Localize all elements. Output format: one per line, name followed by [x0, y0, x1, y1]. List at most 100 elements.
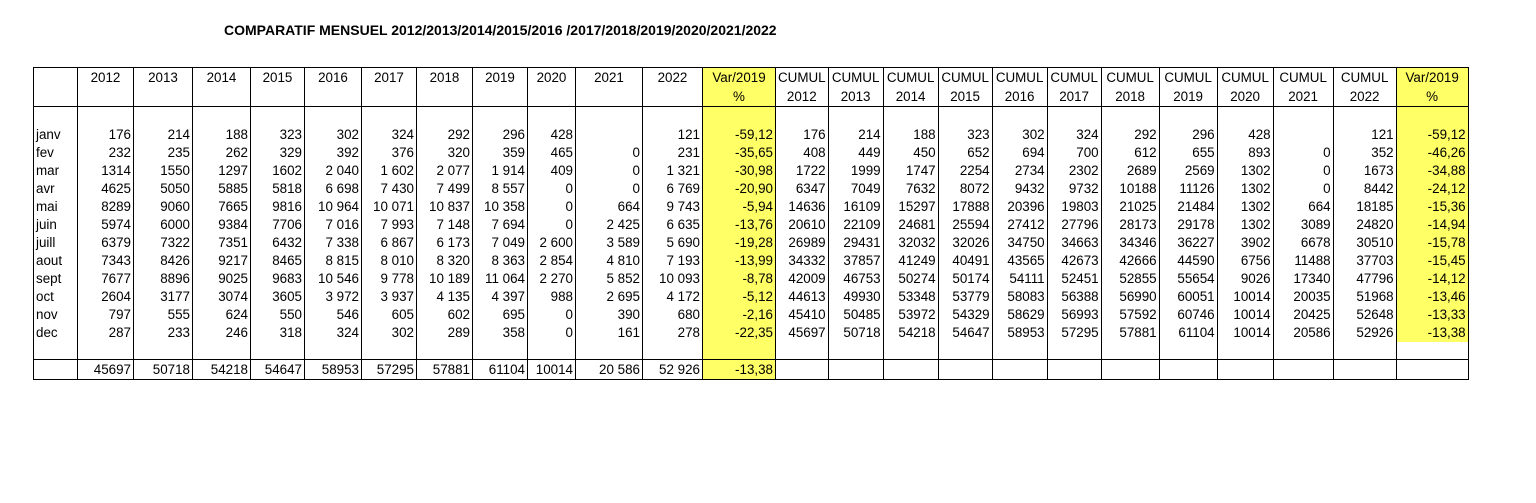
table-cell: juin: [33, 216, 78, 234]
table-cell: 21484: [1158, 198, 1218, 216]
table-cell: -59,12: [1395, 126, 1469, 144]
table-cell: [1100, 106, 1160, 126]
table-cell: 6 769: [642, 180, 703, 198]
table-cell: 20 586: [575, 359, 643, 380]
table-cell: [192, 87, 251, 107]
table-cell: 10 093: [642, 270, 703, 288]
table-cell: 262: [192, 144, 251, 162]
table-cell: [33, 359, 78, 380]
table-cell: 37703: [1332, 252, 1397, 270]
table-cell: 3902: [1216, 234, 1274, 252]
table-cell: 2604: [77, 288, 134, 306]
table-cell: 0: [1272, 162, 1334, 180]
table-cell: 323: [937, 126, 993, 144]
table-cell: [882, 342, 939, 360]
table-cell: [416, 87, 473, 107]
table-cell: 55654: [1158, 270, 1218, 288]
table-cell: 8289: [77, 198, 134, 216]
table-cell: 652: [937, 144, 993, 162]
table-cell: mai: [33, 198, 78, 216]
table-cell: 10 546: [304, 270, 362, 288]
table-cell: 40491: [937, 252, 993, 270]
table-cell: 2014: [882, 87, 939, 107]
table-cell: 2016: [991, 87, 1048, 107]
table-cell: dec: [33, 324, 78, 342]
table-cell: 320: [416, 144, 473, 162]
table-cell: 1747: [882, 162, 939, 180]
table-cell: 176: [77, 126, 134, 144]
table-cell: -13,46: [1395, 288, 1469, 306]
table-cell: 188: [882, 126, 939, 144]
table-cell: 1722: [775, 162, 829, 180]
table-cell: 3 972: [304, 288, 362, 306]
table-cell: 52855: [1100, 270, 1160, 288]
table-cell: 49930: [827, 288, 884, 306]
table-cell: [133, 106, 193, 126]
table-cell: 2254: [937, 162, 993, 180]
table-cell: 42009: [775, 270, 829, 288]
table-cell: -5,12: [702, 288, 776, 306]
header-row: 2012 2013 2014 2015 2016 2017 2018 2019 2020 2021…: [33, 67, 1469, 87]
table-cell: [33, 106, 78, 126]
table-cell: -15,36: [1395, 198, 1469, 216]
table-cell: 42673: [1046, 252, 1102, 270]
table-cell: -22,35: [702, 324, 776, 342]
table-cell: 7 993: [361, 216, 417, 234]
table-cell: [1395, 342, 1469, 360]
table-cell: 296: [1158, 126, 1218, 144]
table-cell: 5885: [192, 180, 251, 198]
table-cell: 390: [575, 306, 643, 324]
table-cell: janv: [33, 126, 78, 144]
table-cell: [1272, 342, 1334, 360]
table-cell: [472, 87, 528, 107]
table-cell: 3 589: [575, 234, 643, 252]
table-cell: -5,94: [702, 198, 776, 216]
table-cell: 2019: [472, 67, 528, 87]
table-cell: 46753: [827, 270, 884, 288]
table-cell: [1272, 359, 1334, 380]
table-cell: 121: [642, 126, 703, 144]
table-cell: 58629: [991, 306, 1048, 324]
table-row: nov 797 555 624 550 546 605 602 695 0 390 680 -2,16 4…: [33, 306, 1469, 324]
table-cell: 1302: [1216, 216, 1274, 234]
table-cell: 52 926: [642, 359, 703, 380]
table-cell: [472, 106, 528, 126]
table-cell: [702, 342, 776, 360]
table-cell: oct: [33, 288, 78, 306]
table-cell: 6678: [1272, 234, 1334, 252]
table-cell: 2569: [1158, 162, 1218, 180]
table-cell: 121: [1332, 126, 1397, 144]
table-cell: 34346: [1100, 234, 1160, 252]
table-cell: 2021: [1272, 87, 1334, 107]
table-cell: CUMUL: [1332, 67, 1397, 87]
table-cell: 45410: [775, 306, 829, 324]
table-cell: 9683: [250, 270, 305, 288]
table-cell: 2022: [1332, 87, 1397, 107]
table-cell: [575, 126, 643, 144]
table-cell: [642, 87, 703, 107]
table-cell: 278: [642, 324, 703, 342]
table-cell: 57592: [1100, 306, 1160, 324]
table-cell: 1 602: [361, 162, 417, 180]
table-cell: 700: [1046, 144, 1102, 162]
table-cell: [1158, 106, 1218, 126]
table-cell: 58083: [991, 288, 1048, 306]
table-cell: -13,99: [702, 252, 776, 270]
table-cell: 9384: [192, 216, 251, 234]
table-cell: 7706: [250, 216, 305, 234]
table-cell: 292: [416, 126, 473, 144]
table-cell: 10 837: [416, 198, 473, 216]
spacer-row: [33, 342, 1469, 360]
table-cell: [250, 87, 305, 107]
table-cell: 44613: [775, 288, 829, 306]
table-cell: 28173: [1100, 216, 1160, 234]
table-row: janv 176 214 188 323 302 324 292 296 428 121 -59,12…: [33, 126, 1469, 144]
table-cell: 11 064: [472, 270, 528, 288]
table-cell: [527, 342, 576, 360]
table-cell: 893: [1216, 144, 1274, 162]
table-cell: 42666: [1100, 252, 1160, 270]
table-cell: 24820: [1332, 216, 1397, 234]
table-cell: [33, 87, 78, 107]
table-cell: CUMUL: [827, 67, 884, 87]
table-cell: 695: [472, 306, 528, 324]
